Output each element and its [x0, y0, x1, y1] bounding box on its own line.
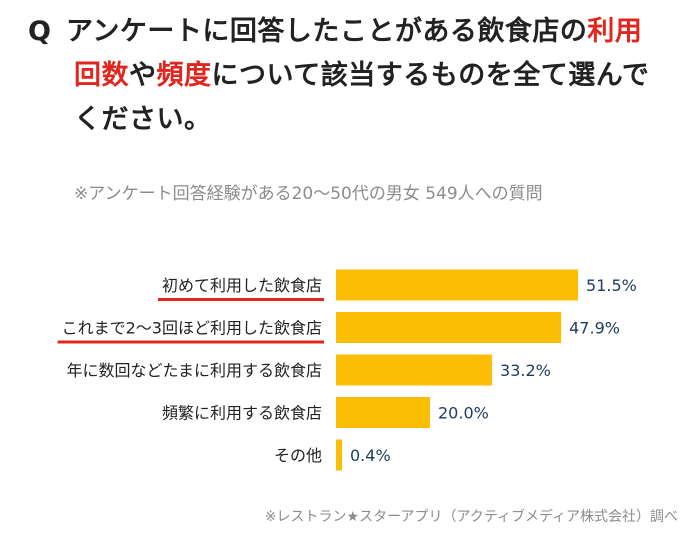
- question-highlight-frequency: 頻度: [156, 60, 212, 91]
- bar: [336, 397, 430, 428]
- question-line-2: 回数や頻度について該当するものを全て選んで: [28, 54, 678, 98]
- survey-note: ※アンケート回答経験がある20～50代の男女 549人への質問: [74, 184, 543, 204]
- source-note: ※レストラン★スターアプリ（アクティブメディア株式会社）調べ: [264, 509, 678, 525]
- category-label: これまで2～3回ほど利用した飲食店: [62, 319, 322, 338]
- bar: [336, 269, 579, 301]
- category-underline: [57, 340, 324, 344]
- value-label: 51.5%: [586, 276, 637, 295]
- category-label: 年に数回などたまに利用する飲食店: [66, 361, 322, 380]
- bar-chart: 初めて利用した飲食店 51.5% これまで2～3回ほど利用した飲食店 47.9% 年に数…: [57, 269, 637, 471]
- question-highlight-usage: 利用: [587, 16, 643, 47]
- question-text-2a: や: [129, 60, 157, 91]
- question-line-1: Q アンケートに回答したことがある飲食店の利用: [28, 10, 678, 54]
- question-line-3: ください。: [28, 98, 678, 142]
- value-label: 0.4%: [350, 446, 391, 465]
- bar: [336, 354, 493, 386]
- category-label: 初めて利用した飲食店: [162, 276, 322, 295]
- value-label: 20.0%: [438, 404, 489, 423]
- category-label: 頻繁に利用する飲食店: [162, 404, 322, 423]
- bar: [336, 312, 562, 343]
- question-text-2b: について該当するものを全て選んで: [211, 60, 650, 91]
- bar: [336, 439, 342, 471]
- value-label: 33.2%: [500, 361, 551, 380]
- category-underline: [157, 298, 324, 301]
- question-mark: Q: [28, 16, 52, 47]
- question: Q アンケートに回答したことがある飲食店の利用 回数や頻度について該当するものを全…: [28, 10, 678, 142]
- question-highlight-count: 回数: [74, 60, 129, 91]
- question-text-3: ください。: [74, 104, 212, 135]
- question-text-1: アンケートに回答したことがある飲食店の: [66, 16, 588, 47]
- value-label: 47.9%: [569, 319, 620, 338]
- category-label: その他: [274, 446, 322, 465]
